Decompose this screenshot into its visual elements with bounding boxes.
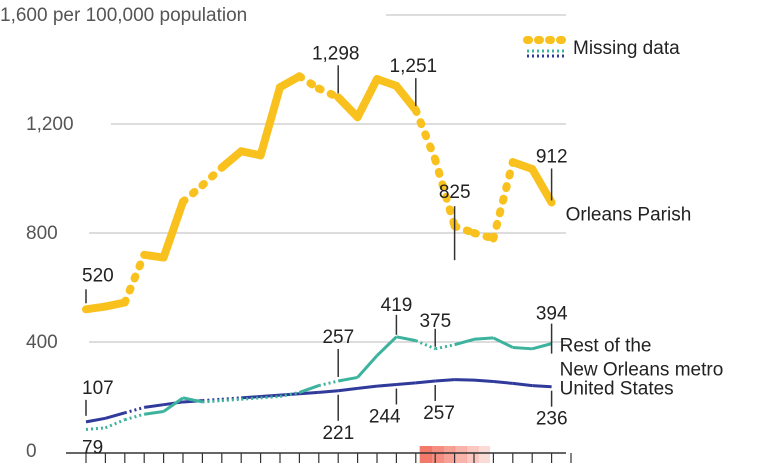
y-tick-label: 400: [26, 332, 58, 353]
data-label: 419: [381, 295, 413, 316]
data-label: 107: [82, 378, 114, 399]
orleans-line-segment: [392, 81, 420, 115]
metro-line-segment: [396, 335, 417, 343]
y-tick-label: 0: [26, 441, 37, 462]
metro-missing-segment: [318, 379, 339, 388]
series-metro: [85, 335, 552, 431]
metro-missing-segment: [202, 399, 222, 404]
series-label-us: United States: [560, 379, 674, 400]
series-label-orleans: Orleans Parish: [566, 204, 692, 225]
us-line-segment: [357, 384, 378, 390]
orleans-line-segment: [528, 164, 556, 207]
data-label: 375: [419, 311, 451, 332]
orleans-missing-segment: [489, 158, 517, 243]
metro-line-segment: [298, 384, 320, 394]
metro-line-segment: [454, 337, 475, 347]
series-layer: [82, 72, 556, 431]
us-line-segment: [454, 378, 475, 382]
data-label: 236: [536, 409, 568, 430]
metro-missing-segment: [260, 395, 281, 400]
us-line-segment: [318, 389, 339, 394]
series-orleans: [82, 72, 556, 314]
metro-line-segment: [182, 396, 203, 404]
data-label: 244: [369, 407, 401, 428]
us-line-segment: [396, 381, 416, 387]
metro-missing-segment: [241, 396, 261, 401]
highlight-band-segment: [431, 446, 444, 463]
orleans-missing-segment: [411, 106, 440, 164]
data-label: 257: [322, 327, 354, 348]
data-label: 1,251: [390, 56, 438, 77]
series-label-metro-line2: New Orleans metro: [560, 360, 724, 381]
us-line-segment: [338, 386, 358, 393]
legend-label: Missing data: [573, 38, 680, 59]
highlight-band-segment: [442, 446, 456, 463]
metro-line-segment: [375, 335, 398, 357]
data-label: 825: [439, 182, 471, 203]
orleans-missing-segment: [179, 181, 207, 206]
metro-line-segment: [143, 410, 164, 416]
us-line-segment: [299, 390, 319, 396]
metro-line-segment: [531, 342, 552, 351]
metro-missing-segment: [124, 412, 145, 422]
us-line-segment: [143, 403, 164, 409]
orleans-missing-segment: [120, 250, 149, 307]
data-label: 912: [536, 146, 568, 167]
us-line-segment: [512, 381, 533, 388]
us-missing-segment: [124, 405, 145, 415]
metro-line-segment: [162, 396, 184, 413]
orleans-line-segment: [159, 197, 187, 262]
metro-line-segment: [356, 354, 379, 379]
leader-line-layer: [85, 65, 553, 421]
us-line-segment: [85, 416, 106, 424]
metro-line-segment: [337, 375, 358, 383]
metro-missing-segment: [279, 390, 300, 398]
orleans-line-segment: [334, 93, 362, 122]
data-label: 1,298: [312, 43, 360, 64]
highlight-band-segment: [466, 446, 479, 463]
orleans-line-segment: [217, 147, 246, 172]
metro-missing-segment: [85, 426, 106, 431]
us-line-segment: [376, 383, 397, 388]
data-label: 221: [322, 423, 354, 444]
y-tick-label: 800: [26, 223, 58, 244]
metro-line-segment: [473, 336, 494, 341]
metro-missing-segment: [434, 343, 455, 351]
data-label: 520: [82, 265, 114, 286]
metro-line-segment: [512, 345, 533, 351]
orleans-missing-segment: [295, 72, 323, 93]
highlight-band-segment: [477, 446, 491, 463]
metro-line-segment: [492, 336, 514, 349]
series-label-metro-line1: Rest of the: [560, 336, 652, 357]
legend: Missing data: [523, 36, 680, 59]
metro-missing-segment: [221, 397, 242, 403]
orleans-missing-segment: [198, 163, 226, 190]
us-line-segment: [435, 378, 455, 383]
highlight-band-segment: [454, 446, 467, 463]
orleans-missing-segment: [431, 155, 459, 231]
highlight-band-layer: [419, 446, 491, 463]
metro-missing-segment: [415, 339, 436, 351]
us-line-segment: [104, 411, 126, 420]
us-line-segment: [415, 379, 436, 385]
data-label: 257: [423, 403, 455, 424]
orleans-line-segment: [353, 75, 381, 122]
y-tick-label: 1,600 per 100,000 population: [0, 5, 247, 26]
data-label: 79: [82, 437, 103, 458]
highlight-band-segment: [419, 446, 432, 463]
us-line-segment: [532, 384, 552, 389]
us-line-segment: [493, 380, 513, 385]
us-line-segment: [473, 378, 494, 384]
metro-missing-segment: [104, 418, 126, 430]
orleans-line-segment: [256, 83, 284, 160]
label-layer: 0 400 800 1,200 1,600 per 100,000 population…: [0, 5, 723, 462]
data-label: 394: [536, 304, 568, 325]
y-tick-label: 1,200: [26, 114, 74, 135]
